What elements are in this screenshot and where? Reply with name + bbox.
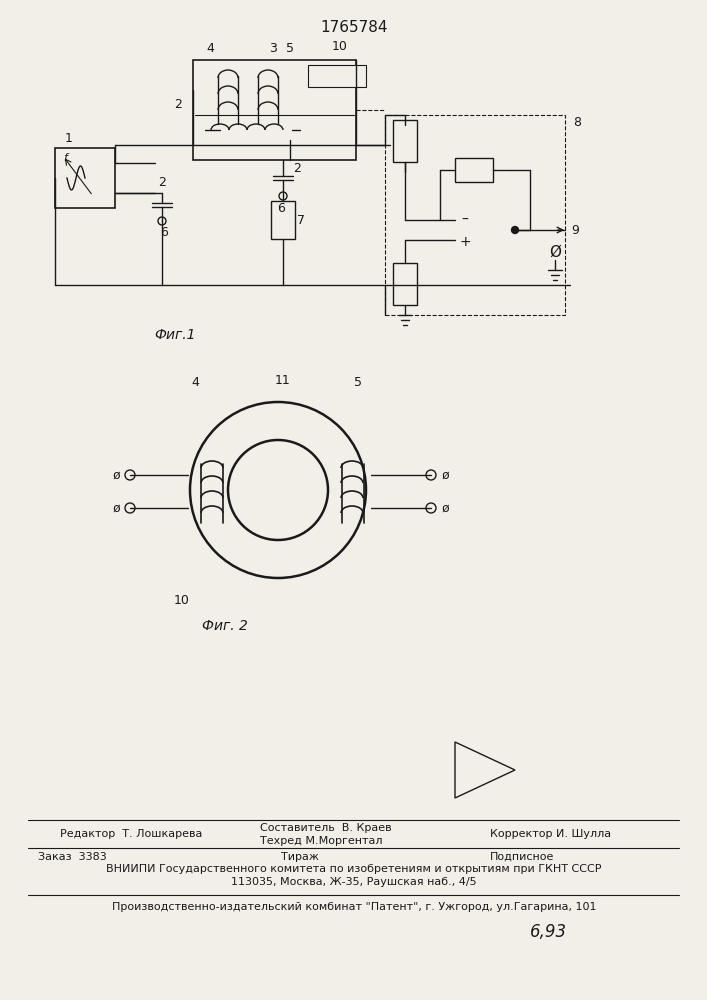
Bar: [271, 201, 295, 239]
Text: ø: ø: [441, 468, 449, 482]
Circle shape: [426, 470, 436, 480]
Circle shape: [511, 227, 518, 233]
Circle shape: [228, 440, 328, 540]
Text: Заказ  3383: Заказ 3383: [38, 852, 107, 862]
Bar: [193, 60, 356, 160]
Text: 2: 2: [293, 161, 301, 174]
Text: 2: 2: [158, 176, 166, 190]
Text: 5: 5: [286, 41, 294, 54]
Text: Фиг.1: Фиг.1: [154, 328, 196, 342]
Circle shape: [158, 217, 166, 225]
Text: Корректор И. Шулла: Корректор И. Шулла: [490, 829, 611, 839]
Text: 9: 9: [571, 224, 579, 236]
Text: ø: ø: [112, 502, 119, 514]
Text: +: +: [459, 235, 471, 249]
Circle shape: [279, 192, 287, 200]
Text: 4: 4: [206, 41, 214, 54]
Text: 2: 2: [174, 99, 182, 111]
Text: 6: 6: [160, 227, 168, 239]
Text: 11: 11: [275, 373, 291, 386]
Text: 10: 10: [174, 593, 190, 606]
Text: Техред М.Моргентал: Техред М.Моргентал: [260, 836, 382, 846]
Bar: [308, 65, 366, 87]
Text: 6: 6: [277, 202, 285, 216]
Text: 10: 10: [332, 39, 348, 52]
Text: ø: ø: [112, 468, 119, 482]
Text: 113035, Москва, Ж-35, Раушская наб., 4/5: 113035, Москва, Ж-35, Раушская наб., 4/5: [231, 877, 477, 887]
Text: 8: 8: [573, 116, 581, 129]
Bar: [226, 517, 246, 533]
Circle shape: [125, 470, 135, 480]
Text: Производственно-издательский комбинат "Патент", г. Ужгород, ул.Гагарина, 101: Производственно-издательский комбинат "П…: [112, 902, 596, 912]
Text: –: –: [462, 213, 469, 227]
Text: ø: ø: [441, 502, 449, 514]
Text: Фиг. 2: Фиг. 2: [202, 619, 248, 633]
Bar: [393, 120, 417, 162]
Circle shape: [125, 503, 135, 513]
Text: Тираж: Тираж: [281, 852, 319, 862]
Text: 3: 3: [269, 41, 277, 54]
Circle shape: [426, 503, 436, 513]
Text: 6,93: 6,93: [530, 923, 567, 941]
Text: 5: 5: [354, 375, 362, 388]
Text: Ø: Ø: [549, 244, 561, 259]
Text: Подписное: Подписное: [490, 852, 554, 862]
Bar: [385, 115, 565, 315]
Text: 7: 7: [297, 215, 305, 228]
Text: ВНИИПИ Государственного комитета по изобретениям и открытиям при ГКНТ СССР: ВНИИПИ Государственного комитета по изоб…: [106, 864, 602, 874]
Circle shape: [190, 402, 366, 578]
Bar: [455, 158, 493, 182]
Polygon shape: [455, 742, 515, 798]
Text: f: f: [63, 153, 67, 163]
Text: 1: 1: [65, 131, 73, 144]
Bar: [393, 263, 417, 305]
Text: Составитель  В. Краев: Составитель В. Краев: [260, 823, 392, 833]
Text: Редактор  Т. Лошкарева: Редактор Т. Лошкарева: [60, 829, 202, 839]
Text: 1765784: 1765784: [320, 20, 387, 35]
Text: 4: 4: [191, 375, 199, 388]
Bar: [55, 148, 115, 208]
